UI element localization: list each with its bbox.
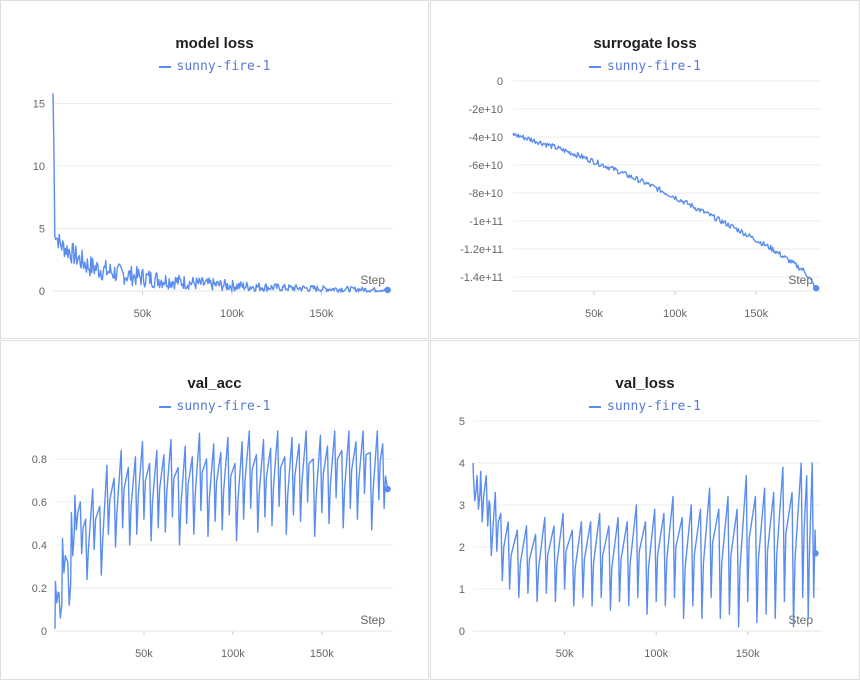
legend-swatch bbox=[589, 65, 602, 68]
x-tick-label: 100k bbox=[220, 308, 244, 320]
series-endpoint[interactable] bbox=[812, 550, 819, 557]
x-tick-label: 150k bbox=[736, 648, 760, 660]
x-axis-label: Step bbox=[788, 613, 813, 627]
panel-surrogate-loss: surrogate loss sunny-fire-1 0 -2e+10 -4e+1… bbox=[430, 0, 860, 339]
x-tick-label: 50k bbox=[134, 308, 152, 320]
series-endpoint[interactable] bbox=[384, 485, 391, 493]
y-tick-label: 0 bbox=[459, 626, 465, 638]
x-tick-label: 100k bbox=[644, 648, 668, 660]
y-tick-label: 0 bbox=[41, 626, 47, 638]
plot-val-acc[interactable]: 0 0.2 0.4 0.6 0.8 50k 100k 150k Step bbox=[1, 341, 430, 681]
x-tick-label: 150k bbox=[310, 648, 334, 660]
y-tick-label: 0 bbox=[497, 76, 503, 88]
y-tick-label: -6e+10 bbox=[468, 160, 503, 172]
y-tick-label: 0.6 bbox=[32, 497, 47, 509]
legend-label: sunny-fire-1 bbox=[607, 399, 701, 414]
legend[interactable]: sunny-fire-1 bbox=[431, 399, 859, 414]
y-tick-label: -1.2e+11 bbox=[460, 244, 503, 256]
y-tick-label: 3 bbox=[459, 500, 465, 512]
y-tick-label: -2e+10 bbox=[468, 104, 503, 116]
panel-model-loss: model loss sunny-fire-1 0 5 10 15 50k 100k 150… bbox=[0, 0, 429, 339]
y-tick-label: 10 bbox=[33, 161, 45, 173]
x-axis-label: Step bbox=[360, 613, 385, 627]
panel-val-acc: val_acc sunny-fire-1 0 0.2 0.4 0.6 0.8 50k 100… bbox=[0, 340, 429, 680]
x-tick-label: 100k bbox=[221, 648, 245, 660]
plot-val-loss[interactable]: 0 1 2 3 4 5 50k 100k 150k Step bbox=[431, 341, 860, 681]
series-endpoint[interactable] bbox=[812, 285, 820, 292]
plot-surrogate-loss[interactable]: 0 -2e+10 -4e+10 -6e+10 -8e+10 -1e+11 -1.2e+11 -… bbox=[431, 1, 860, 340]
x-tick-label: 150k bbox=[744, 308, 768, 320]
y-tick-label: 1 bbox=[459, 584, 465, 596]
x-tick-label: 50k bbox=[135, 648, 153, 660]
chart-title: val_acc bbox=[187, 375, 242, 392]
y-tick-label: 15 bbox=[33, 99, 45, 111]
x-axis-label: Step bbox=[360, 273, 385, 287]
legend-swatch bbox=[158, 65, 171, 68]
legend[interactable]: sunny-fire-1 bbox=[431, 59, 859, 74]
series-line[interactable] bbox=[472, 462, 817, 628]
legend-label: sunny-fire-1 bbox=[176, 59, 271, 74]
legend[interactable]: sunny-fire-1 bbox=[1, 399, 428, 414]
series-line[interactable] bbox=[54, 430, 389, 629]
x-tick-label: 100k bbox=[663, 308, 687, 320]
panel-val-loss: val_loss sunny-fire-1 0 1 2 3 4 5 50k 100k 150k S… bbox=[430, 340, 860, 680]
y-tick-label: 0.2 bbox=[32, 583, 47, 595]
x-tick-label: 150k bbox=[309, 308, 333, 320]
series-endpoint[interactable] bbox=[384, 286, 391, 294]
legend-label: sunny-fire-1 bbox=[607, 59, 701, 74]
x-tick-label: 50k bbox=[585, 308, 603, 320]
plot-model-loss[interactable]: 0 5 10 15 50k 100k 150k Step bbox=[1, 1, 430, 340]
y-tick-label: 0 bbox=[39, 286, 45, 298]
y-tick-label: -4e+10 bbox=[468, 132, 503, 144]
y-tick-label: 0.4 bbox=[32, 540, 47, 552]
y-tick-label: -8e+10 bbox=[468, 188, 503, 200]
chart-title: model loss bbox=[175, 35, 254, 52]
series-line[interactable] bbox=[52, 93, 389, 293]
legend-label: sunny-fire-1 bbox=[176, 399, 271, 414]
x-axis-label: Step bbox=[788, 273, 813, 287]
legend[interactable]: sunny-fire-1 bbox=[1, 59, 428, 74]
y-tick-label: 0.8 bbox=[32, 454, 47, 466]
y-tick-label: -1.4e+11 bbox=[460, 272, 503, 284]
x-tick-label: 50k bbox=[556, 648, 574, 660]
chart-title: surrogate loss bbox=[593, 35, 697, 52]
y-tick-label: 4 bbox=[459, 458, 465, 470]
legend-swatch bbox=[158, 405, 171, 408]
y-tick-label: -1e+11 bbox=[469, 216, 503, 228]
series-line[interactable] bbox=[512, 132, 817, 289]
chart-title: val_loss bbox=[615, 375, 675, 392]
legend-swatch bbox=[589, 405, 602, 408]
y-tick-label: 2 bbox=[459, 542, 465, 554]
y-tick-label: 5 bbox=[459, 416, 465, 428]
y-tick-label: 5 bbox=[39, 224, 45, 236]
